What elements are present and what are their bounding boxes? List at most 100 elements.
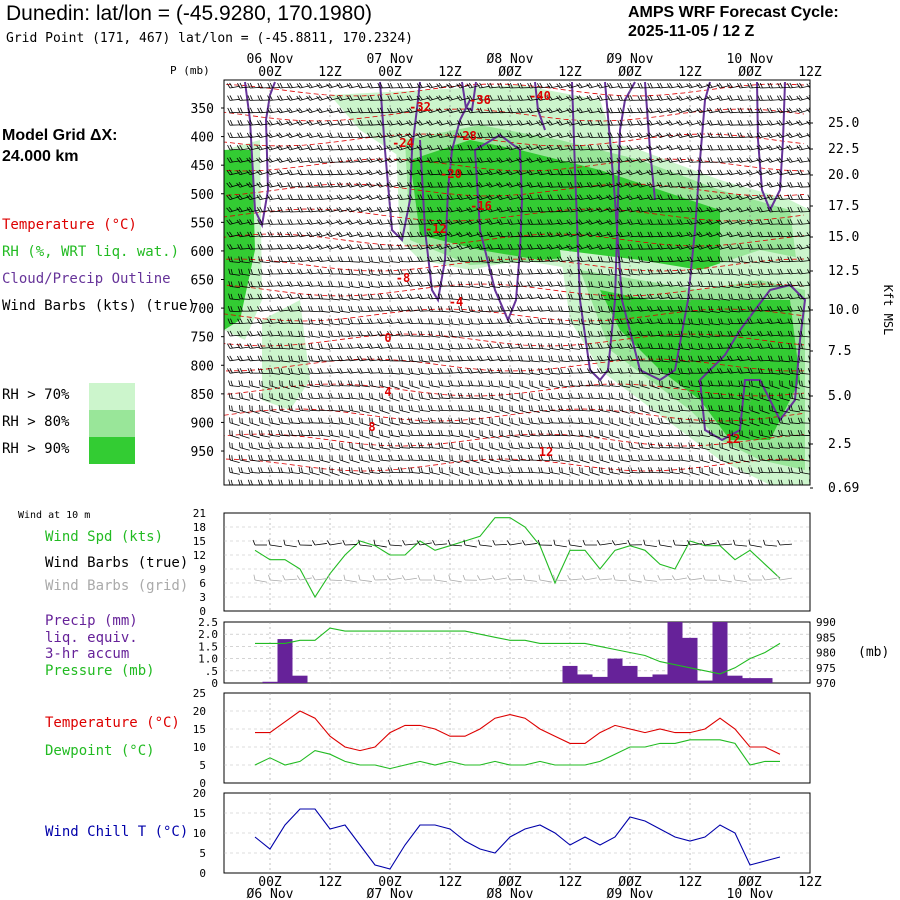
wind-barb-flag bbox=[766, 107, 771, 113]
wind-barb-flag bbox=[468, 293, 471, 299]
wind-barb-staff bbox=[509, 111, 520, 114]
wind-barb bbox=[487, 107, 501, 114]
wind-barb-staff bbox=[659, 86, 670, 89]
wind-barb-flag bbox=[467, 107, 471, 113]
wind-barb bbox=[637, 82, 651, 89]
wind-barb-flag bbox=[467, 330, 471, 337]
wind-barb-flag bbox=[757, 107, 761, 113]
wind-barb-staff bbox=[359, 99, 370, 101]
wind-barb-flag bbox=[469, 95, 473, 101]
wind-barb-flag bbox=[296, 232, 301, 238]
wind-barb-staff bbox=[379, 321, 390, 324]
wind-barb-staff bbox=[789, 86, 800, 89]
wind-barb bbox=[257, 95, 271, 101]
wind-barb-flag bbox=[440, 293, 443, 299]
wind-barb-flag bbox=[619, 95, 623, 101]
wind-barb-flag bbox=[617, 95, 621, 101]
wind-barb-staff bbox=[529, 98, 540, 101]
wind-barb-flag bbox=[356, 83, 361, 89]
wind-barb-flag bbox=[409, 82, 413, 88]
wind-barb-flag bbox=[586, 83, 591, 89]
wind-barb-flag bbox=[339, 95, 343, 101]
wind-barb-staff bbox=[559, 323, 570, 326]
wind-barb-flag bbox=[480, 318, 483, 324]
wind-barb bbox=[547, 281, 560, 287]
wind-barb bbox=[276, 132, 290, 138]
wind-barb-staff bbox=[369, 86, 380, 89]
wind-barb-staff bbox=[249, 87, 261, 89]
wind-barb-flag bbox=[247, 107, 251, 113]
wind-barb-flag bbox=[347, 256, 351, 262]
wind-barb-flag bbox=[299, 293, 303, 299]
wind-barb-flag bbox=[319, 194, 323, 200]
wind-barb-staff bbox=[229, 85, 240, 89]
wind-barb bbox=[387, 244, 401, 250]
wind-barb-staff bbox=[419, 335, 430, 338]
wind-chill-label: Wind Chill T (°C) bbox=[45, 824, 189, 840]
wind-barb-flag bbox=[759, 82, 763, 89]
wind-barb-staff bbox=[359, 247, 370, 250]
wind-barb-staff bbox=[319, 335, 330, 338]
wind-barb-flag bbox=[578, 82, 583, 88]
wind-barb-flag bbox=[536, 281, 541, 287]
wind-barb bbox=[276, 95, 290, 101]
wind-barb-flag bbox=[239, 120, 243, 126]
wind-barb-flag bbox=[578, 95, 583, 100]
wind-barb-staff bbox=[479, 298, 490, 301]
wind-barb-flag bbox=[428, 107, 433, 113]
wind-barb-staff bbox=[719, 98, 730, 101]
wind-barb-flag bbox=[289, 243, 293, 249]
wind-barb bbox=[596, 95, 610, 101]
wind-barb-flag bbox=[709, 144, 713, 151]
wind-barb-flag bbox=[389, 95, 393, 101]
cloud-outline bbox=[473, 133, 524, 323]
wind-barb-staff bbox=[389, 309, 400, 312]
wind-barb-flag bbox=[627, 82, 631, 89]
wind-barb-flag bbox=[349, 243, 353, 249]
wind-barb-flag bbox=[317, 256, 321, 262]
wind-barb-flag bbox=[799, 182, 803, 188]
wind-barb-flag bbox=[818, 170, 820, 175]
wind-barb bbox=[606, 82, 620, 89]
wind-barb-staff bbox=[789, 223, 801, 225]
wind-barb-flag bbox=[340, 306, 343, 312]
wind-barb-staff bbox=[469, 98, 480, 101]
wind-barb-flag bbox=[639, 82, 643, 89]
wind-barb-flag bbox=[529, 293, 533, 299]
wind-barb-flag bbox=[438, 305, 441, 312]
wind-barb-flag bbox=[546, 83, 551, 89]
wind-barb-flag bbox=[656, 95, 661, 101]
wind-barb bbox=[276, 181, 290, 188]
wind-barb-flag bbox=[257, 82, 261, 89]
wind-barb-flag bbox=[798, 95, 803, 100]
wind-barb bbox=[336, 206, 350, 213]
wind-barb-flag bbox=[477, 107, 481, 113]
wind-barb bbox=[487, 82, 500, 89]
wind-barb-staff bbox=[739, 99, 751, 101]
wind-barb-staff bbox=[649, 98, 660, 101]
wind-barb-flag bbox=[267, 268, 271, 275]
wind-barb-flag bbox=[407, 256, 411, 262]
wind-barb-flag bbox=[289, 194, 293, 200]
wind-barb-flag bbox=[310, 331, 313, 337]
wind-barb bbox=[326, 107, 340, 114]
wind-barb-flag bbox=[330, 306, 333, 312]
wind-barb bbox=[527, 305, 540, 312]
wind-barb-staff bbox=[519, 334, 530, 337]
wind-barb-staff bbox=[549, 284, 560, 287]
wind-barb bbox=[296, 157, 310, 163]
wind-barb-staff bbox=[749, 248, 761, 250]
wind-barb-flag bbox=[437, 269, 441, 275]
wind-barb-flag bbox=[489, 107, 493, 113]
wind-barb-flag bbox=[480, 293, 483, 300]
wind-barb bbox=[396, 107, 410, 114]
wind-barb-flag bbox=[527, 318, 531, 324]
wind-barb-flag bbox=[330, 330, 333, 337]
wind-barb bbox=[317, 256, 330, 262]
wind-barb bbox=[607, 95, 620, 101]
wind-barb-flag bbox=[307, 305, 311, 312]
wind-barb bbox=[247, 82, 261, 89]
wind-barb-flag bbox=[409, 95, 413, 101]
wind-barb-staff bbox=[289, 223, 301, 225]
wind-barb-staff bbox=[399, 247, 410, 250]
